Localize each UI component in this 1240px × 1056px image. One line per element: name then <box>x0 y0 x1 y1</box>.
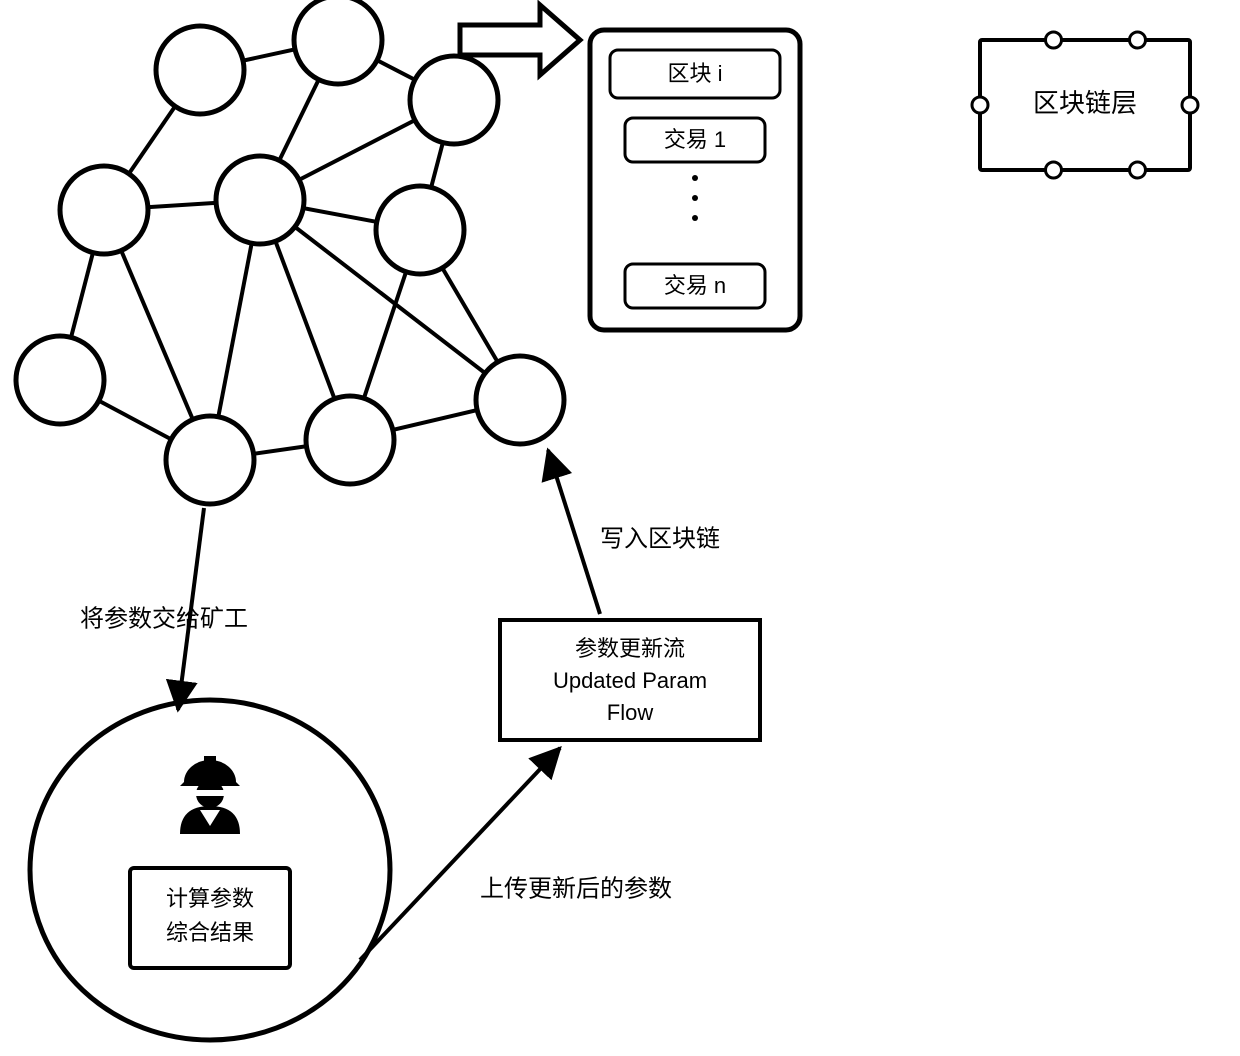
network-node <box>410 56 498 144</box>
miner-box-line: 计算参数 <box>166 886 254 911</box>
network-node <box>166 416 254 504</box>
miner-box-line: 综合结果 <box>166 920 254 945</box>
legend-port-icon <box>972 97 988 113</box>
network-node <box>156 26 244 114</box>
param-flow-box: 参数更新流 Updated Param Flow <box>500 620 760 740</box>
legend-port-icon <box>1130 32 1146 48</box>
miner-compute-box <box>130 868 290 968</box>
a_params_to_miner-label: 将参数交给矿工 <box>80 605 248 632</box>
a_miner_to_flow-label: 上传更新后的参数 <box>480 875 672 902</box>
network-node <box>476 356 564 444</box>
legend-port-icon <box>1182 97 1198 113</box>
network-node <box>294 0 382 84</box>
a_flow_to_chain-label: 写入区块链 <box>600 525 720 552</box>
legend-port-icon <box>1130 162 1146 178</box>
network-node <box>60 166 148 254</box>
network-node <box>216 156 304 244</box>
legend-blockchain-layer: 区块链层 <box>972 32 1198 178</box>
network-node <box>16 336 104 424</box>
network-graph <box>16 0 564 504</box>
flow-box-line: 参数更新流 <box>575 636 685 661</box>
ellipsis-dot <box>692 215 698 221</box>
block-item-label: 交易 1 <box>664 127 726 152</box>
block-item-label: 交易 n <box>664 273 726 298</box>
legend-label: 区块链层 <box>1033 88 1137 118</box>
block-item-label: 区块 i <box>667 61 722 86</box>
legend-port-icon <box>1046 32 1062 48</box>
block-panel: 区块 i 交易 1 交易 n <box>590 30 800 330</box>
legend-port-icon <box>1046 162 1062 178</box>
network-node <box>376 186 464 274</box>
flow-box-line: Flow <box>607 700 654 725</box>
network-node <box>306 396 394 484</box>
miner-node: 计算参数综合结果 <box>30 700 390 1040</box>
ellipsis-dot <box>692 175 698 181</box>
a_flow_to_chain <box>548 450 600 614</box>
ellipsis-dot <box>692 195 698 201</box>
flow-box-line: Updated Param <box>553 668 707 693</box>
